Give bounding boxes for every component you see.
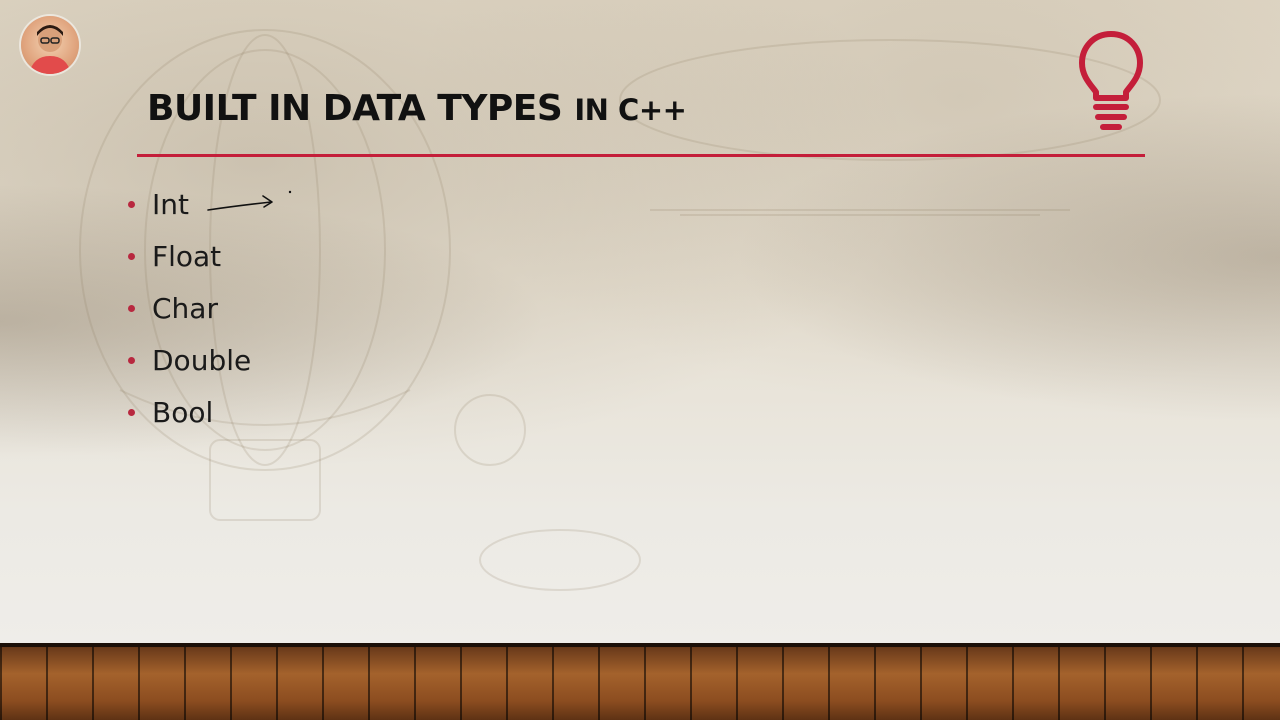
list-item: Bool bbox=[126, 390, 251, 442]
vintage-sketch-background bbox=[79, 29, 1161, 591]
wooden-floor bbox=[0, 643, 1280, 720]
bullet-dot bbox=[128, 201, 135, 208]
list-item-label: Double bbox=[152, 344, 252, 377]
bullet-dot bbox=[128, 305, 135, 312]
slide-title: BUILT IN DATA TYPES IN C++ bbox=[147, 88, 687, 129]
title-underline bbox=[137, 154, 1145, 157]
title-main: BUILT IN DATA TYPES bbox=[147, 88, 563, 129]
list-item-label: Char bbox=[152, 292, 218, 325]
lightbulb-icon bbox=[1079, 31, 1143, 130]
list-item: Char bbox=[126, 286, 251, 338]
title-suffix: IN C++ bbox=[574, 93, 687, 127]
data-types-list: Int Float Char Double Bool bbox=[126, 182, 251, 442]
list-item: Float bbox=[126, 234, 251, 286]
list-item-label: Float bbox=[152, 240, 222, 273]
slide-background bbox=[0, 0, 1280, 643]
presenter-face-icon bbox=[29, 25, 71, 74]
list-item-label: Int bbox=[152, 188, 189, 221]
list-item-label: Bool bbox=[152, 396, 214, 429]
bullet-dot bbox=[128, 357, 135, 364]
hand-drawn-arrow-icon bbox=[207, 190, 292, 211]
list-item: Double bbox=[126, 338, 251, 390]
list-item: Int bbox=[126, 182, 251, 234]
bullet-dot bbox=[128, 409, 135, 416]
presenter-avatar bbox=[21, 16, 79, 74]
bullet-dot bbox=[128, 253, 135, 260]
